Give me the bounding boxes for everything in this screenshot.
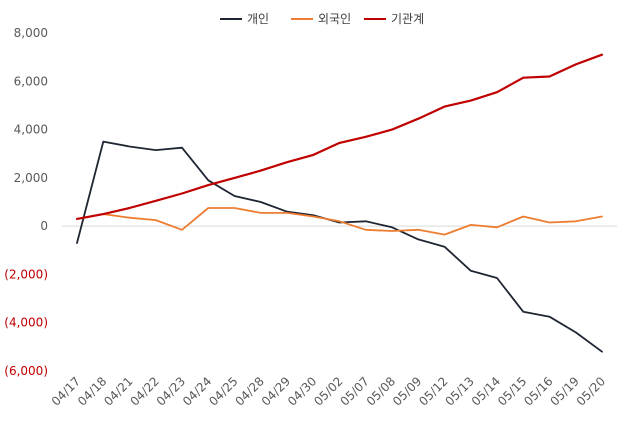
- x-axis: 04/1704/1804/2104/2204/2304/2404/2504/28…: [49, 374, 608, 408]
- legend-label: 외국인: [318, 12, 351, 26]
- x-tick-label: 04/29: [259, 374, 293, 408]
- x-tick-label: 04/17: [49, 374, 83, 408]
- y-tick-label: 0: [40, 219, 48, 233]
- x-tick-label: 05/14: [469, 374, 503, 408]
- x-tick-label: 05/12: [416, 374, 450, 408]
- y-tick-label: 6,000: [14, 74, 48, 88]
- x-tick-label: 05/02: [311, 374, 345, 408]
- x-tick-label: 05/20: [574, 374, 608, 408]
- x-tick-label: 04/21: [101, 374, 135, 408]
- y-tick-label: 8,000: [14, 26, 48, 40]
- y-axis: 8,000 6,000 4,000 2,000 0 (2,000) (4,000) (6,00…: [4, 26, 617, 378]
- series-line-1: [76, 140, 603, 353]
- x-tick-label: 05/08: [364, 374, 398, 408]
- legend: 개인 외국인 기관계: [220, 12, 424, 26]
- x-tick-label: 04/23: [154, 374, 188, 408]
- x-tick-label: 05/16: [521, 374, 555, 408]
- y-tick-label: (4,000): [4, 316, 48, 330]
- x-tick-label: 05/19: [548, 374, 582, 408]
- x-tick-label: 04/30: [285, 374, 319, 408]
- x-tick-label: 04/25: [206, 374, 240, 408]
- x-tick-label: 04/18: [75, 374, 109, 408]
- y-tick-label: (2,000): [4, 267, 48, 281]
- y-tick-label: 4,000: [14, 123, 48, 137]
- series-line-2: [76, 207, 603, 236]
- y-tick-label: (6,000): [4, 364, 48, 378]
- series-line-3: [75, 53, 604, 220]
- x-tick-label: 05/09: [390, 374, 424, 408]
- x-tick-label: 04/28: [233, 374, 267, 408]
- legend-label: 기관계: [391, 12, 424, 26]
- y-tick-label: 2,000: [14, 171, 48, 185]
- x-tick-label: 05/13: [443, 374, 477, 408]
- x-tick-label: 04/24: [180, 374, 214, 408]
- series-layer: [75, 53, 604, 353]
- x-tick-label: 04/22: [128, 374, 162, 408]
- legend-label: 개인: [247, 12, 269, 26]
- x-tick-label: 05/07: [338, 374, 372, 408]
- x-tick-label: 05/15: [495, 374, 529, 408]
